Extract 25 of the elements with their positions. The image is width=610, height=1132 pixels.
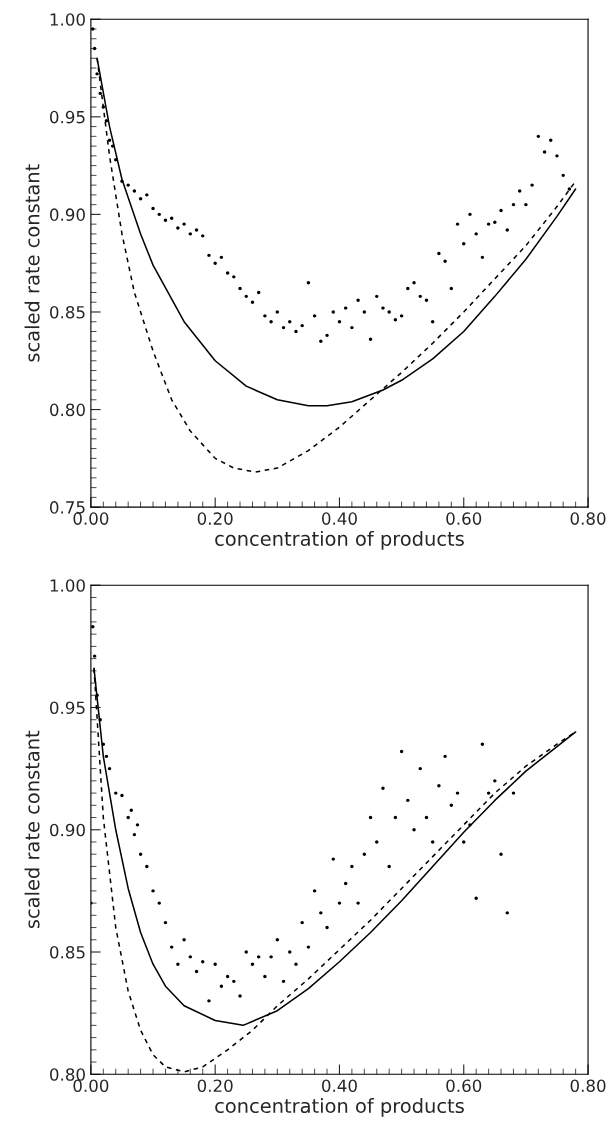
y-tick-label: 0.95	[50, 701, 85, 715]
y-tick-label: 0.90	[50, 823, 85, 837]
y-tick-label: 0.85	[50, 945, 85, 959]
x-tick-label: 0.20	[197, 512, 233, 525]
x-tick-label: 0.20	[197, 1079, 233, 1093]
x-axis-title: concentration of products	[215, 1098, 464, 1117]
x-tick-label: 0.40	[322, 512, 357, 525]
x-tick-label: 0.40	[322, 1079, 357, 1093]
y-axis-title: scaled rate constant	[24, 730, 40, 929]
y-tick-label: 1.00	[50, 13, 85, 26]
y-tick-label: 0.80	[50, 403, 85, 417]
x-tick-label: 0.80	[570, 512, 606, 525]
y-tick-label: 0.80	[50, 1068, 85, 1081]
x-tick-label: 0.80	[570, 1079, 606, 1093]
x-tick-label: 0.00	[73, 1079, 109, 1093]
y-axis-title: scaled rate constant	[24, 164, 40, 362]
y-tick-label: 0.75	[50, 501, 85, 514]
x-tick-label: 0.00	[73, 512, 109, 525]
x-axis-title: concentration of products	[215, 530, 464, 550]
x-tick-label: 0.60	[446, 512, 482, 525]
y-tick-label: 0.90	[50, 208, 85, 221]
x-tick-label: 0.60	[446, 1079, 482, 1093]
y-tick-label: 1.00	[50, 579, 85, 592]
y-tick-label: 0.85	[50, 305, 85, 319]
y-tick-label: 0.95	[50, 110, 85, 124]
